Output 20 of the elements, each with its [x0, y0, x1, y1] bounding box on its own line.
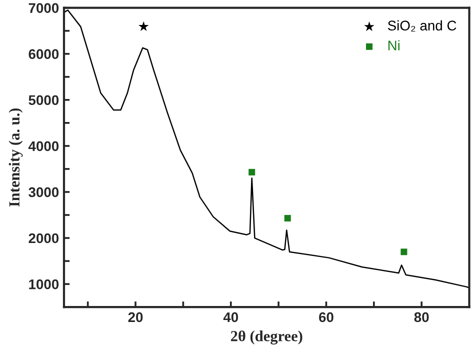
x-tick-label: 20 [128, 312, 143, 322]
point [284, 214, 291, 222]
legend-label: Ni [388, 40, 400, 50]
point [400, 248, 408, 256]
point [248, 168, 256, 176]
line-series [64, 9, 470, 288]
x-tick-label: 40 [223, 312, 238, 322]
point [138, 21, 149, 32]
y-tick-label: 3000 [28, 187, 59, 198]
x-tick-label: 60 [319, 312, 334, 322]
y-tick-label: 4000 [28, 141, 59, 152]
y-axis-title: Intensity (a. u.) [8, 108, 23, 207]
y-tick-label: 2000 [28, 233, 59, 244]
x-tick-label: 80 [414, 312, 429, 322]
legend-label: SiO₂ and C [388, 20, 456, 32]
y-tick-label: 6000 [28, 49, 59, 60]
y-tick-label: 5000 [28, 95, 59, 106]
y-tick-label: 1000 [29, 279, 59, 290]
x-axis-title: 2θ (degree) [230, 330, 302, 344]
y-tick-label: 7000 [28, 3, 59, 13]
